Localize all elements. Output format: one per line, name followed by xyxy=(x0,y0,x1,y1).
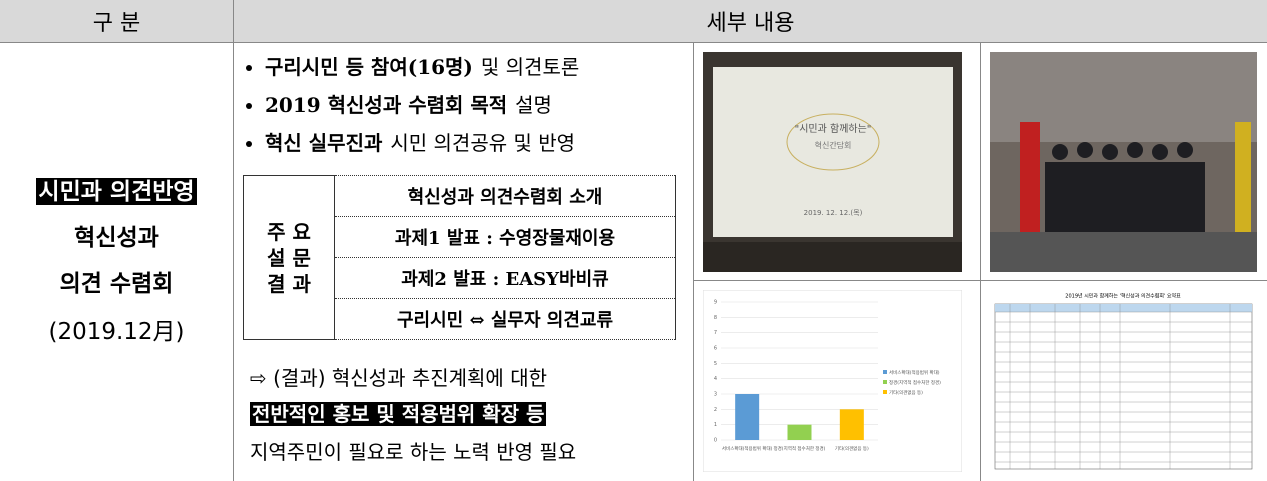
x-tick-label: 기타(의견없음 등) xyxy=(835,445,869,452)
header-text: 세부 내용 xyxy=(707,5,795,37)
survey-label-line: 결 과 xyxy=(254,271,324,297)
bullet-segment: 구리시민 등 참여(16명) xyxy=(265,55,473,79)
bullet-segment: 혁신 실무진과 xyxy=(265,131,382,155)
bullet-list: 구리시민 등 참여(16명) 및 의견토론 2019 혁신성과 수렴회 목적 설명혁신… xyxy=(243,48,587,162)
flag xyxy=(1020,122,1040,232)
divider xyxy=(980,42,981,481)
bullet: 2019 혁신성과 수렴회 목적 설명 xyxy=(265,86,587,124)
bullet-segment: 및 의견토론 xyxy=(481,55,579,79)
y-tick-label: 0 xyxy=(714,438,717,444)
page: 구 분 세부 내용 시민과 의견반영 혁신성과 의견 수렴회 (2019.12月… xyxy=(0,0,1267,481)
survey-row: 과제1 발표 : 수영장물재이용 xyxy=(335,217,676,258)
result-highlight: 전반적인 홍보 및 적용범위 확장 등 xyxy=(250,398,546,427)
result-text: ⇨ (결과) 혁신성과 추진계획에 대한 xyxy=(250,362,547,391)
bullet: 혁신 실무진과 시민 의견공유 및 반영 xyxy=(265,124,587,162)
x-tick-label: 서비스확대(적용범위 확대) xyxy=(722,445,773,452)
bar xyxy=(788,425,812,440)
legend-swatch xyxy=(883,380,887,384)
sheet-header xyxy=(995,304,1252,312)
x-tick-label: 정경(지역적 접수처한 정경) xyxy=(774,445,826,452)
legend-swatch xyxy=(883,370,887,374)
survey-row: 과제2 발표 : EASY바비큐 xyxy=(335,258,676,299)
y-tick-label: 9 xyxy=(714,300,717,306)
left-title: 시민과 의견반영 xyxy=(0,172,233,206)
legend-label: 기타(의견없음 등) xyxy=(889,389,923,396)
bullet-segment: 설명 xyxy=(515,93,552,117)
result-text: 지역주민이 필요로 하는 노력 반영 필요 xyxy=(250,436,576,465)
survey-label-line: 주 요 xyxy=(254,219,324,245)
flag xyxy=(1235,122,1251,232)
divider xyxy=(693,280,1267,281)
y-tick-label: 8 xyxy=(714,315,717,321)
floor xyxy=(703,242,962,272)
y-tick-label: 1 xyxy=(714,422,717,428)
highlight-text: 시민과 의견반영 xyxy=(36,178,196,205)
bullet-segment: 2019 혁신성과 수렴회 목적 xyxy=(265,93,507,117)
summary-table-image: 2019년 시민과 함께하는 '혁신성과 의견수렴회' 요약표 xyxy=(990,290,1257,472)
bullet: 구리시민 등 참여(16명) 및 의견토론 xyxy=(265,48,587,86)
survey-row: 구리시민 ⇔ 실무자 의견교류 xyxy=(335,299,676,340)
y-tick-label: 5 xyxy=(714,361,717,367)
divider xyxy=(233,0,234,481)
y-tick-label: 6 xyxy=(714,346,717,352)
y-tick-label: 3 xyxy=(714,392,717,398)
left-text: 혁신성과 xyxy=(0,218,233,252)
left-date: (2019.12月) xyxy=(0,312,233,346)
table xyxy=(990,232,1257,272)
survey-label-line: 설 문 xyxy=(254,245,324,271)
divider xyxy=(693,42,694,481)
y-tick-label: 2 xyxy=(714,407,717,413)
photo-text: 2019. 12. 12.(목) xyxy=(804,209,863,217)
photo-group xyxy=(990,52,1257,272)
photo-text: "시민과 함께하는" xyxy=(795,122,872,135)
highlight-text: 전반적인 홍보 및 적용범위 확장 등 xyxy=(250,402,546,426)
y-tick-label: 7 xyxy=(714,330,717,336)
legend-label: 서비스확대(적용범위 확대) xyxy=(889,369,940,376)
legend-swatch xyxy=(883,390,887,394)
sheet-title: 2019년 시민과 함께하는 '혁신성과 의견수렴회' 요약표 xyxy=(1065,293,1181,300)
survey-row: 혁신성과 의견수렴회 소개 xyxy=(335,176,676,217)
photo-presentation: "시민과 함께하는" 혁신간담회 2019. 12. 12.(목) xyxy=(703,52,962,272)
bar xyxy=(840,409,864,440)
header-text: 구 분 xyxy=(93,5,140,37)
left-text: 의견 수렴회 xyxy=(0,264,233,298)
y-tick-label: 4 xyxy=(714,376,717,382)
legend-label: 정경(지역적 접수처한 정경) xyxy=(889,379,941,386)
header-cell: 구 분 xyxy=(0,0,233,43)
bar xyxy=(735,394,759,440)
bullet-segment: 시민 의견공유 및 반영 xyxy=(390,131,575,155)
header-cell: 세부 내용 xyxy=(234,0,1267,43)
photo-text: 혁신간담회 xyxy=(815,140,852,150)
